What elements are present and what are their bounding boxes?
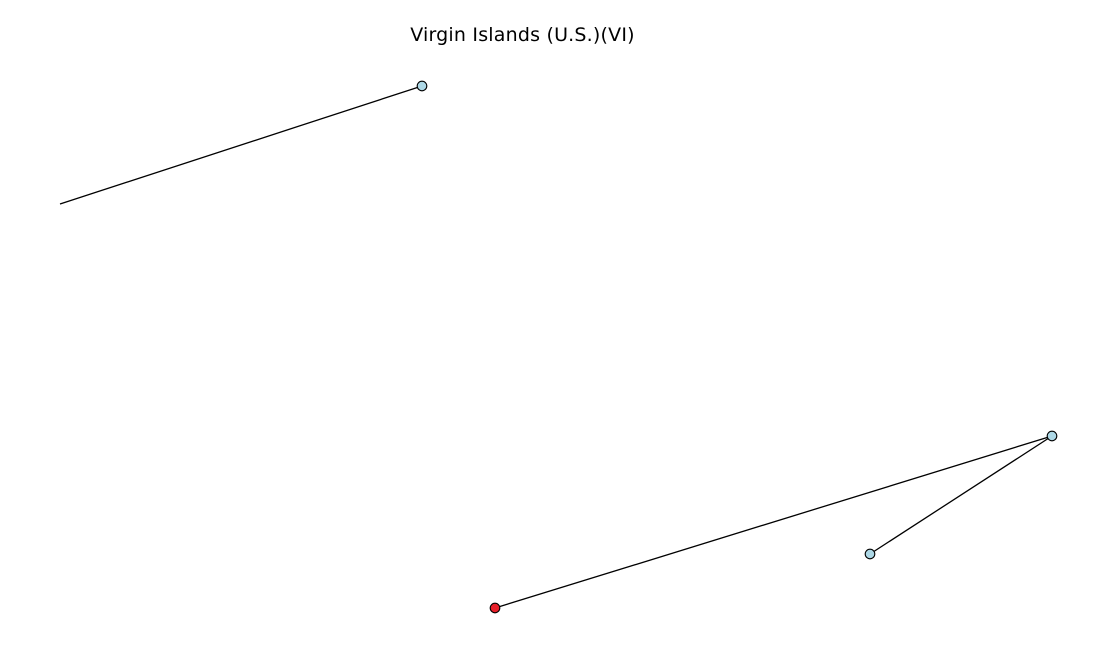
node-top bbox=[416, 80, 428, 92]
edge-left-to-top bbox=[59, 85, 423, 205]
graph-title: Virgin Islands (U.S.)(VI) bbox=[410, 24, 635, 46]
node-right bbox=[1046, 430, 1058, 442]
nodes bbox=[416, 80, 1058, 614]
node-highlighted bbox=[489, 602, 501, 614]
edge-right-to-red bbox=[494, 435, 1053, 609]
node-lower bbox=[864, 548, 876, 560]
edge-right-to-lower bbox=[869, 435, 1053, 555]
edges bbox=[59, 85, 1053, 609]
